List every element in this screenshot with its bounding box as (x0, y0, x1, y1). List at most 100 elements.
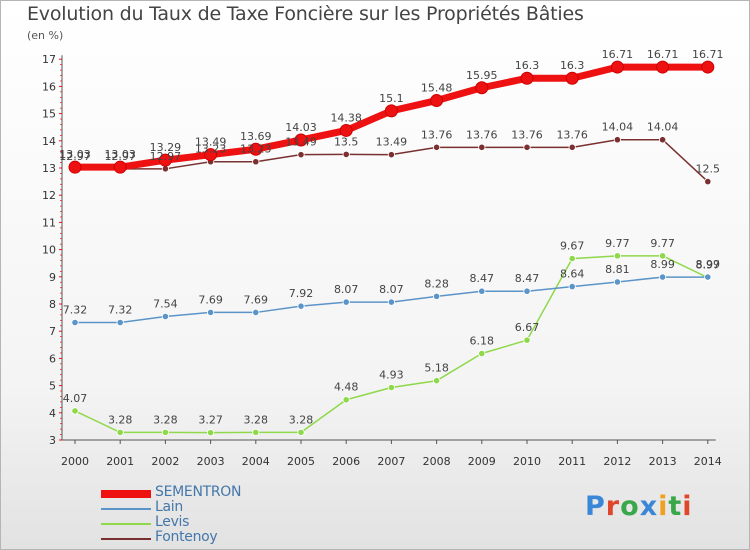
data-label-lain-2009: 8.47 (470, 272, 495, 285)
x-tick-label-2006: 2006 (332, 455, 360, 468)
data-point-levis-2013 (658, 252, 667, 260)
chart-data-labels: 13.03 13.03 13.29 13.49 13.69 14.03 14.38 15.1 1… (59, 48, 723, 427)
data-label-lain-2000: 7.32 (63, 303, 88, 316)
data-point-lain-2006 (342, 298, 350, 306)
data-label-levis-2004: 3.28 (244, 413, 269, 426)
data-label-fontenoy-2010: 13.76 (511, 128, 543, 141)
data-point-levis-2006 (342, 396, 350, 404)
data-label-fontenoy-2012: 14.04 (602, 121, 634, 134)
logo-letter: o (620, 491, 640, 522)
y-tick-label-15: 15 (42, 108, 56, 121)
data-label-sementron-2002: 13.29 (150, 141, 182, 154)
data-point-lain-2005 (297, 302, 305, 310)
legend-swatch-fontenoy (101, 538, 151, 540)
data-label-fontenoy-2007: 13.49 (376, 136, 408, 149)
x-tick-label-2011: 2011 (558, 455, 586, 468)
data-label-fontenoy-2000: 12.97 (59, 150, 91, 163)
legend-label-levis: Levis (155, 514, 190, 530)
data-label-lain-2007: 8.07 (379, 283, 404, 296)
data-point-lain-2012 (613, 278, 622, 286)
data-label-sementron-2012: 16.71 (602, 48, 634, 61)
data-label-lain-2006: 8.07 (334, 283, 359, 296)
data-point-levis-2012 (613, 252, 622, 260)
data-point-fontenoy-2007 (387, 151, 395, 159)
data-point-fontenoy-2010 (523, 143, 531, 151)
y-tick-label-4: 4 (49, 407, 56, 420)
data-point-lain-2001 (116, 318, 124, 327)
data-point-lain-2008 (432, 292, 441, 300)
data-label-sementron-2010: 16.3 (515, 59, 540, 72)
data-point-sementron-2007 (384, 104, 398, 118)
x-tick-label-2012: 2012 (603, 455, 631, 468)
data-point-sementron-2013 (656, 60, 670, 74)
data-label-fontenoy-2001: 12.97 (104, 150, 136, 163)
data-label-sementron-2009: 15.95 (466, 69, 498, 82)
data-point-levis-2003 (207, 429, 215, 437)
y-tick-label-9: 9 (49, 271, 56, 284)
data-point-fontenoy-2013 (658, 136, 667, 144)
logo-letter: r (605, 491, 621, 522)
logo-letter: P (585, 491, 606, 522)
data-point-levis-2004 (252, 428, 260, 436)
data-point-fontenoy-2009 (478, 143, 486, 151)
x-tick-label-2013: 2013 (649, 455, 677, 468)
data-label-levis-2008: 5.18 (424, 362, 449, 375)
y-tick-label-3: 3 (49, 434, 56, 447)
data-point-levis-2011 (568, 254, 576, 263)
data-point-sementron-2005 (294, 133, 308, 147)
data-label-fontenoy-2014: 12.5 (696, 163, 721, 176)
proxiti-logo[interactable]: Proxiti (585, 491, 693, 522)
data-label-levis-2002: 3.28 (153, 413, 178, 426)
data-label-sementron-2008: 15.48 (421, 82, 453, 95)
data-point-sementron-2009 (475, 81, 489, 95)
data-point-sementron-2006 (339, 123, 353, 137)
data-label-fontenoy-2003: 13.23 (195, 143, 227, 156)
data-point-lain-2000 (71, 318, 79, 327)
data-label-sementron-2013: 16.71 (647, 48, 679, 61)
y-tick-label-16: 16 (42, 80, 56, 93)
data-label-fontenoy-2002: 12.97 (150, 150, 182, 163)
data-point-sementron-2002 (158, 153, 172, 167)
data-label-lain-2003: 7.69 (198, 293, 223, 306)
data-label-lain-2008: 8.28 (424, 277, 449, 290)
data-point-sementron-2001 (113, 160, 127, 174)
y-tick-label-14: 14 (42, 135, 56, 148)
data-point-lain-2011 (568, 282, 576, 291)
data-point-levis-2005 (297, 428, 305, 436)
y-tick-label-7: 7 (49, 325, 56, 338)
data-point-sementron-2000 (68, 160, 82, 174)
y-tick-label-8: 8 (49, 298, 56, 311)
x-tick-label-2004: 2004 (242, 455, 270, 468)
data-point-sementron-2004 (249, 142, 263, 156)
data-point-fontenoy-2011 (568, 143, 576, 151)
legend-label-fontenoy: Fontenoy (155, 529, 218, 545)
legend-swatch-lain (101, 508, 151, 510)
data-point-levis-2001 (116, 428, 124, 436)
data-point-lain-2010 (523, 287, 531, 295)
data-label-levis-2014: 8.97 (696, 259, 721, 272)
data-point-lain-2002 (161, 312, 169, 321)
data-point-sementron-2010 (520, 71, 534, 85)
data-label-fontenoy-2005: 13.49 (285, 136, 317, 149)
data-label-lain-2001: 7.32 (108, 303, 133, 316)
chart-unit-label: (en %) (27, 29, 64, 42)
y-tick-label-10: 10 (42, 244, 56, 257)
x-tick-label-2003: 2003 (197, 455, 225, 468)
data-label-fontenoy-2013: 14.04 (647, 121, 679, 134)
data-point-lain-2013 (658, 273, 667, 281)
data-point-fontenoy-2008 (432, 143, 441, 151)
data-label-lain-2011: 8.64 (560, 268, 585, 281)
data-label-lain-2013: 8.99 (650, 258, 675, 271)
data-point-fontenoy-2014 (704, 178, 712, 186)
data-point-lain-2003 (207, 308, 215, 317)
chart-title: Evolution du Taux de Taxe Foncière sur l… (27, 3, 584, 25)
data-label-lain-2004: 7.69 (244, 293, 269, 306)
y-tick-label-13: 13 (42, 162, 56, 175)
data-point-levis-2009 (478, 349, 486, 358)
data-label-levis-2011: 9.67 (560, 240, 585, 253)
data-point-levis-2008 (432, 377, 441, 385)
data-label-sementron-2006: 14.38 (330, 111, 362, 124)
y-tick-label-17: 17 (42, 53, 56, 66)
data-point-sementron-2008 (430, 94, 444, 108)
